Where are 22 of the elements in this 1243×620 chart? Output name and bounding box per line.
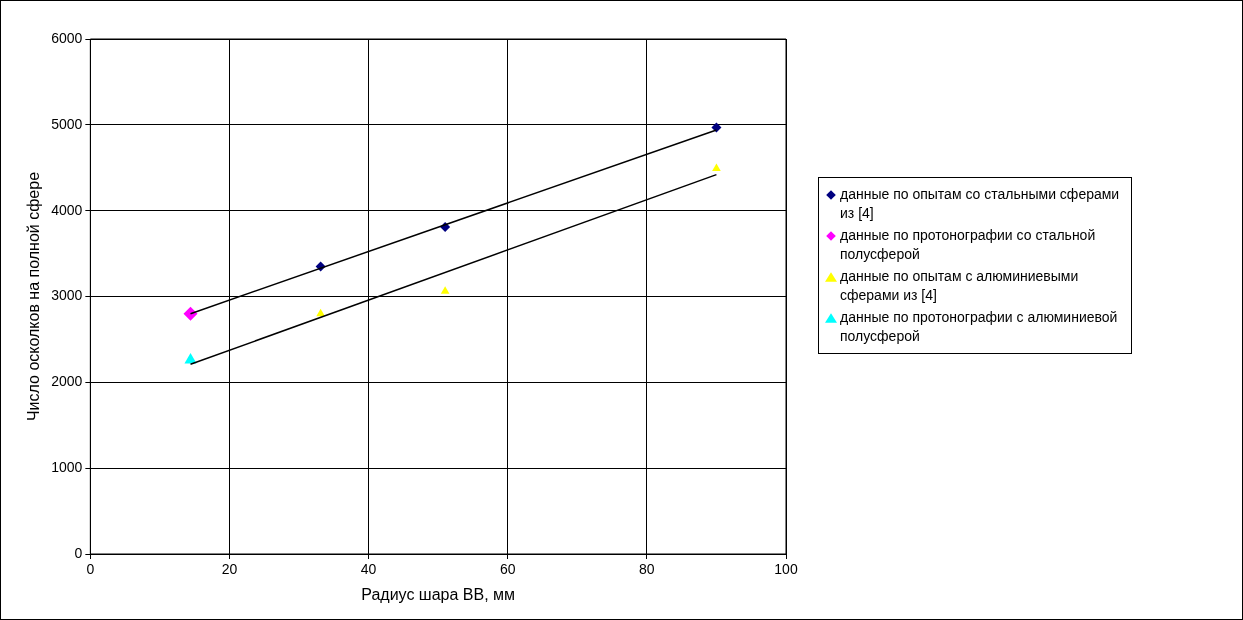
x-tick-label: 0 (86, 561, 95, 578)
x-tick-label: 100 (774, 561, 798, 578)
point (711, 122, 722, 133)
point (316, 308, 325, 317)
x-axis-title: Радиус шара ВВ, мм (361, 585, 516, 603)
y-tick-label: 5000 (51, 115, 83, 132)
x-tick-label: 20 (221, 561, 238, 578)
y-tick-label: 2000 (51, 373, 83, 390)
x-tick-label: 40 (360, 561, 377, 578)
legend-label: данные по протонографии с алюминиевой полусферой (840, 308, 1119, 346)
y-tick-label: 1000 (51, 459, 83, 476)
point (712, 163, 721, 172)
point (440, 286, 450, 294)
y-axis-title: Число осколков на полной сфере (25, 171, 43, 422)
y-tick-label: 0 (74, 544, 83, 561)
x-tick-label: 60 (499, 561, 516, 578)
y-tick-label: 3000 (51, 287, 83, 304)
x-tick-label: 80 (639, 561, 655, 578)
point (183, 306, 198, 321)
y-tick-label: 6000 (51, 29, 83, 46)
point (184, 353, 197, 364)
y-tick-label: 4000 (51, 201, 83, 218)
